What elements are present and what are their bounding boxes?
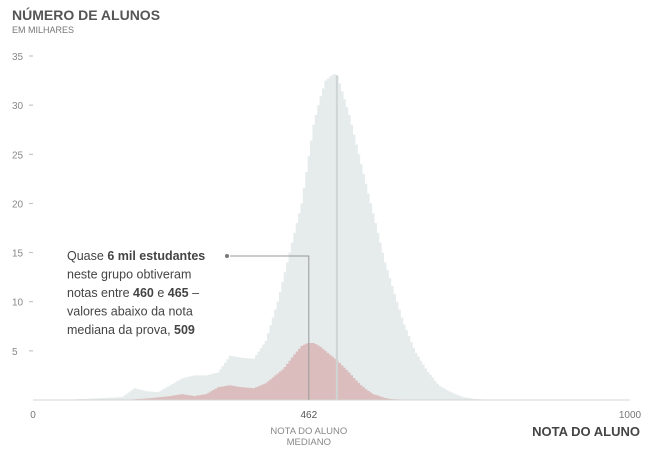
x-tick-sublabel: NOTA DO ALUNO — [270, 426, 347, 437]
y-tick-label: 15 — [12, 249, 24, 260]
areas — [33, 74, 630, 400]
y-tick-label: 10 — [12, 298, 24, 309]
annotation-segment: mediana da prova, — [67, 323, 174, 337]
y-tick-label: 35 — [12, 52, 24, 63]
annotation-segment: 6 mil estudantes — [107, 249, 205, 263]
y-tick-label: 30 — [12, 101, 24, 112]
chart-title: NÚMERO DE ALUNOS — [12, 6, 160, 23]
annotation-segment: 465 — [168, 286, 189, 300]
annotation-segment: 460 — [133, 286, 154, 300]
annotation-leader-line — [230, 255, 310, 400]
annotation-segment: Quase — [67, 249, 107, 263]
x-axis-label: NOTA DO ALUNO — [532, 424, 640, 439]
x-tick-label: 1000 — [619, 410, 642, 421]
chart-subtitle: EM MILHARES — [12, 25, 74, 35]
y-tick-label: 5 — [12, 347, 18, 358]
annotation: Quase 6 mil estudantes neste grupo obtive… — [67, 249, 310, 400]
annotation-segment: e — [154, 286, 168, 300]
y-tick-label: 20 — [12, 199, 24, 210]
x-tick-label: 0 — [30, 410, 36, 421]
annotation-segment: neste grupo obtiveram — [67, 268, 191, 282]
series-area-2 — [33, 342, 630, 400]
y-axis: 5 10 15 20 25 30 35 — [12, 52, 33, 358]
annotation-segment: – — [189, 286, 199, 300]
x-tick-sublabel: MEDIANO — [287, 437, 331, 448]
x-tick-label: 462 — [300, 410, 317, 421]
annotation-segment: 509 — [174, 323, 195, 337]
annotation-segment: valores abaixo da nota — [67, 305, 193, 319]
annotation-segment: notas entre — [67, 286, 133, 300]
series-area-1 — [33, 74, 630, 400]
annotation-text: Quase 6 mil estudantes neste grupo obtive… — [67, 249, 205, 337]
y-tick-label: 25 — [12, 150, 24, 161]
annotation-dot — [225, 254, 229, 258]
